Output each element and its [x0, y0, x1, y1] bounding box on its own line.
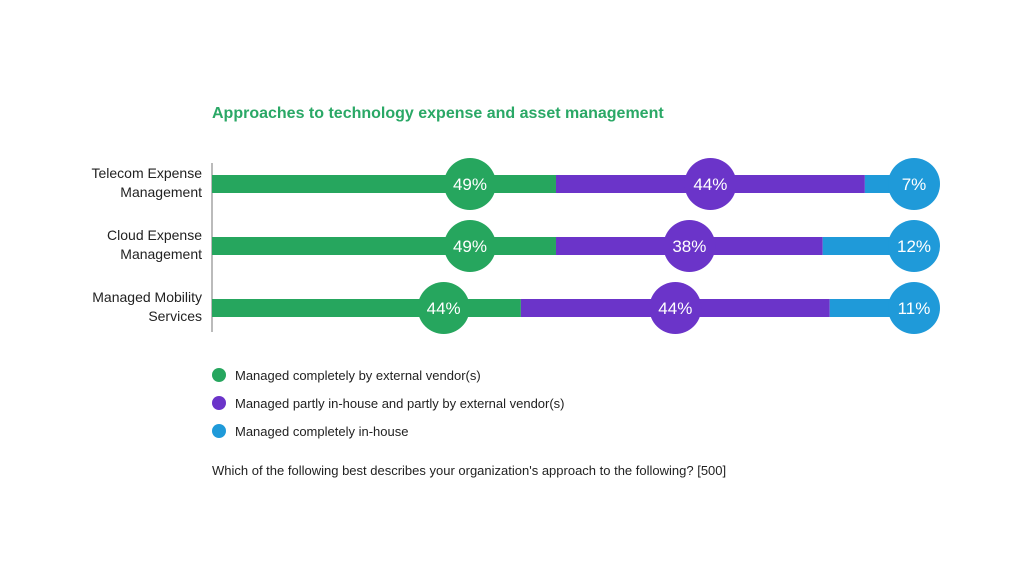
legend-item: Managed partly in-house and partly by ex… — [212, 394, 565, 412]
footnote: Which of the following best describes yo… — [212, 463, 727, 478]
legend-label: Managed completely by external vendor(s) — [235, 367, 481, 383]
bar-segment — [829, 299, 907, 317]
category-labels: Telecom Expense Management Cloud Expense Ma… — [91, 165, 202, 324]
legend-label: Managed completely in-house — [235, 423, 409, 439]
bubbles-layer: 49% 44% 7% 49% 38% 12% 44% 44% 11% — [417, 158, 940, 334]
data-label: 49% — [453, 237, 487, 256]
legend-item: Managed completely by external vendor(s) — [212, 366, 565, 384]
bar-segment — [212, 299, 521, 317]
category-label: Cloud Expense Management — [107, 227, 202, 262]
bar-segment — [212, 175, 556, 193]
bars-layer — [212, 175, 914, 317]
category-label: Managed Mobility Services — [92, 289, 202, 324]
legend-item: Managed completely in-house — [212, 422, 565, 440]
legend-swatch — [212, 424, 226, 438]
data-label: 11% — [898, 299, 931, 318]
value-bubble — [417, 282, 470, 334]
legend-swatch — [212, 396, 226, 410]
legend-label: Managed partly in-house and partly by ex… — [235, 395, 565, 411]
value-bubble — [649, 282, 702, 334]
data-label: 12% — [897, 237, 931, 256]
value-bubble — [443, 220, 496, 272]
legend-swatch — [212, 368, 226, 382]
data-label: 44% — [693, 175, 727, 194]
value-bubble — [684, 158, 737, 210]
value-bubble — [443, 158, 496, 210]
data-label: 7% — [902, 175, 927, 194]
legend: Managed completely by external vendor(s)… — [212, 366, 565, 450]
value-bubble — [888, 220, 940, 272]
bar-segment — [212, 237, 556, 255]
category-label: Telecom Expense Management — [91, 165, 202, 200]
bar-segment — [822, 237, 907, 255]
value-bubble — [663, 220, 716, 272]
data-label: 49% — [453, 175, 487, 194]
data-label: 44% — [658, 299, 692, 318]
value-bubble — [888, 282, 940, 334]
data-label: 44% — [427, 299, 461, 318]
data-label: 38% — [672, 237, 706, 256]
chart-title: Approaches to technology expense and ass… — [212, 105, 664, 122]
value-bubble — [888, 158, 940, 210]
